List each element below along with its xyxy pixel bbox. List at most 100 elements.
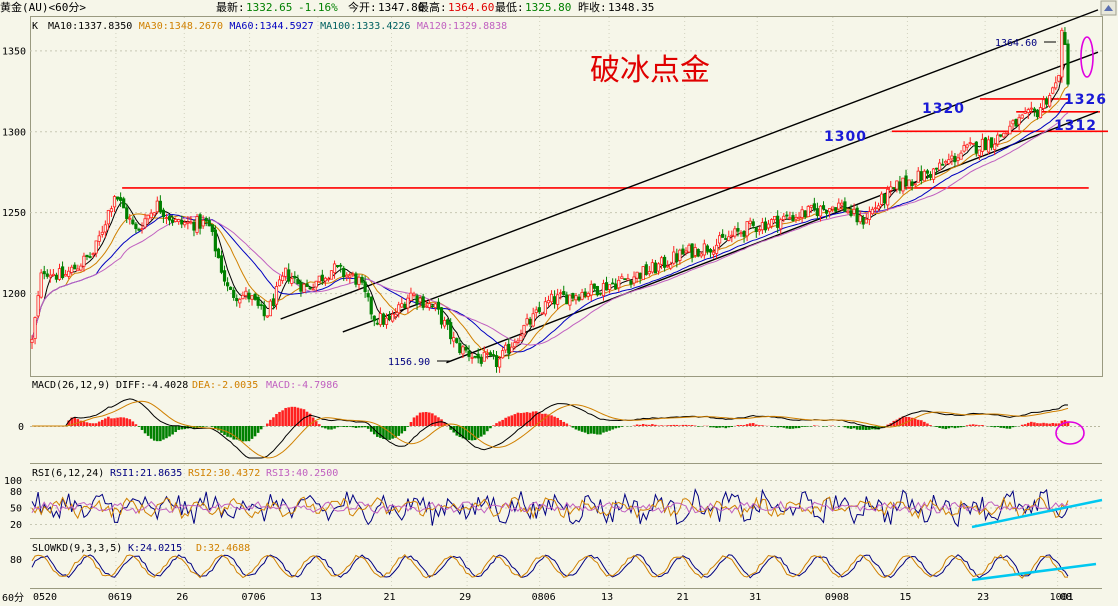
candle-body xyxy=(739,232,743,235)
latest-label: 最新: xyxy=(216,1,245,14)
candle-body xyxy=(986,139,991,153)
y-tick-label: 1250 xyxy=(2,208,26,219)
x-tick-label: 23 xyxy=(977,592,989,603)
candle-body xyxy=(626,278,630,281)
candle-body xyxy=(864,218,868,224)
prev-close-value: 1348.35 xyxy=(608,1,655,14)
candle-body xyxy=(821,205,826,210)
candle-body xyxy=(669,264,673,269)
candle-body xyxy=(125,207,129,219)
candle-body xyxy=(299,281,303,292)
candle-body xyxy=(546,300,551,304)
level-1326-label: 1326 xyxy=(1064,92,1107,108)
ma-legend-item: MA30:1348.2670 xyxy=(139,21,223,32)
candle-body xyxy=(259,304,263,307)
x-tick-label: 31 xyxy=(749,592,761,603)
candle-body xyxy=(210,224,214,232)
candle-body xyxy=(974,141,978,154)
rsi2-line xyxy=(31,496,1069,520)
ma-line xyxy=(31,112,1069,346)
candle-body xyxy=(387,315,392,320)
rsi-tick-label: 100 xyxy=(4,476,22,487)
x-tick-label: 0706 xyxy=(242,592,266,603)
high-value: 1364.60 xyxy=(448,1,495,14)
candle-body xyxy=(919,171,923,181)
candle-body xyxy=(409,292,413,301)
candle-body xyxy=(867,211,871,220)
candle-body xyxy=(598,292,603,295)
candle-body xyxy=(494,355,499,367)
candle-body xyxy=(513,342,517,348)
candle-body xyxy=(534,309,538,313)
title-annotation: 破冰点金 xyxy=(590,53,710,88)
low-value: 1325.80 xyxy=(525,1,572,14)
candle-body xyxy=(913,183,917,186)
candle-body xyxy=(574,295,578,301)
candle-body xyxy=(959,152,963,160)
candle-body xyxy=(323,277,327,282)
candle-body xyxy=(589,283,593,296)
candle-body xyxy=(947,159,951,164)
candle-body xyxy=(400,303,404,308)
y-tick-label: 1300 xyxy=(2,127,26,138)
candle-body xyxy=(45,273,49,277)
candle-body xyxy=(583,291,587,296)
candle-body xyxy=(366,293,370,298)
candle-body xyxy=(1020,114,1024,119)
macd-highlight-circle xyxy=(1055,421,1085,445)
candle-body xyxy=(760,222,764,231)
candle-body xyxy=(1045,98,1049,105)
candle-body xyxy=(155,200,159,213)
candle-body xyxy=(207,220,211,227)
level-1312-label: 1312 xyxy=(1054,118,1097,134)
candle-body xyxy=(779,219,783,230)
candle-body xyxy=(464,346,468,351)
candle-body xyxy=(776,215,780,228)
open-label: 今开: xyxy=(348,1,377,14)
candle-body xyxy=(149,212,153,219)
candle-body xyxy=(76,268,80,272)
trend-line xyxy=(342,51,1099,333)
candle-body xyxy=(519,335,523,342)
rsi-tick-label: 80 xyxy=(10,487,22,498)
candle-body xyxy=(892,187,896,190)
candle-body xyxy=(617,279,621,289)
candle-body xyxy=(623,278,627,281)
candle-body xyxy=(956,157,960,161)
candle-body xyxy=(659,257,664,265)
candle-body xyxy=(895,180,899,190)
candle-body xyxy=(950,155,954,160)
candle-body xyxy=(430,305,434,308)
candle-body xyxy=(687,244,691,253)
candle-body xyxy=(54,274,59,280)
candle-body xyxy=(614,283,618,290)
candle-body xyxy=(256,297,260,306)
rsi-tick-label: 50 xyxy=(10,504,22,515)
candle-body xyxy=(268,300,272,317)
trend-lines xyxy=(280,9,1099,364)
main-gridlines xyxy=(30,50,1102,295)
candle-body xyxy=(39,272,43,298)
candle-body xyxy=(375,322,379,325)
candle-body xyxy=(742,231,746,237)
candle-body xyxy=(962,145,966,152)
candle-body xyxy=(131,219,135,225)
candle-body xyxy=(714,244,719,254)
candle-body xyxy=(280,275,285,281)
candle-body xyxy=(329,270,334,280)
candle-body xyxy=(638,272,642,279)
candle-body xyxy=(134,223,138,230)
candle-body xyxy=(476,353,480,359)
candle-body xyxy=(647,271,651,275)
up-arrow-icon[interactable] xyxy=(1100,0,1117,16)
main-y-axis: 1350 1300 1250 1200 xyxy=(2,46,26,300)
candle-body xyxy=(381,313,386,325)
candle-body xyxy=(763,221,768,231)
candle-body xyxy=(837,202,841,210)
rsi-header: RSI(6,12,24) RSI1:21.8635 RSI2:30.4372 R… xyxy=(32,468,338,479)
candle-body xyxy=(186,221,190,224)
candle-body xyxy=(1035,109,1040,118)
ma-legend-item: MA100:1333.4226 xyxy=(320,21,410,32)
